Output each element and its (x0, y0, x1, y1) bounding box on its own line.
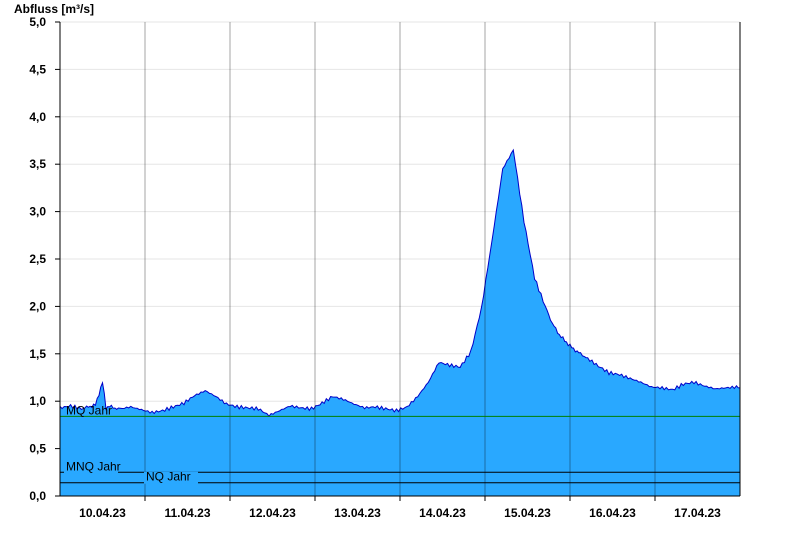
series-line (59, 148, 741, 417)
y-tick-label: 0,0 (29, 489, 46, 503)
grid (60, 21, 740, 450)
reference-label-bg (64, 461, 118, 474)
x-ticks: 10.04.23 11.04.23 12.04.23 13.04.23 14.04.23… (79, 496, 721, 520)
x-tick-label: 16.04.23 (589, 506, 636, 520)
area-series (59, 148, 741, 496)
x-tick-label: 10.04.23 (79, 506, 126, 520)
reference-label: MNQ Jahr (66, 459, 121, 473)
x-tick-label: 14.04.23 (419, 506, 466, 520)
y-tick-label: 4,0 (29, 110, 46, 124)
x-tick-label: 13.04.23 (334, 506, 381, 520)
y-tick-label: 3,0 (29, 205, 46, 219)
y-tick-label: 1,0 (29, 394, 46, 408)
area-fill (60, 150, 740, 496)
y-tick-label: 2,5 (29, 252, 46, 266)
day-separators (144, 22, 656, 496)
reference-lines: MQ Jahr MNQ Jahr NQ Jahr (60, 403, 740, 484)
y-tick-label: 5,0 (29, 15, 46, 29)
x-tick-label: 15.04.23 (504, 506, 551, 520)
y-tick-label: 4,5 (29, 62, 46, 76)
y-axis-label: Abfluss [m³/s] (14, 2, 94, 16)
y-tick-label: 3,5 (29, 157, 46, 171)
x-tick-label: 11.04.23 (164, 506, 210, 520)
y-tick-label: 2,0 (29, 299, 46, 313)
reference-label: MQ Jahr (66, 403, 112, 417)
x-tick-label: 12.04.23 (249, 506, 296, 520)
x-tick-label: 17.04.23 (674, 506, 721, 520)
y-tick-label: 1,5 (29, 347, 46, 361)
y-ticks: 0,0 0,5 1,0 1,5 2,0 2,5 3,0 3,5 4,0 4,5 5,0 (29, 15, 60, 503)
reference-label: NQ Jahr (146, 470, 191, 484)
y-tick-label: 0,5 (29, 442, 46, 456)
reference-label-bg (144, 471, 198, 484)
